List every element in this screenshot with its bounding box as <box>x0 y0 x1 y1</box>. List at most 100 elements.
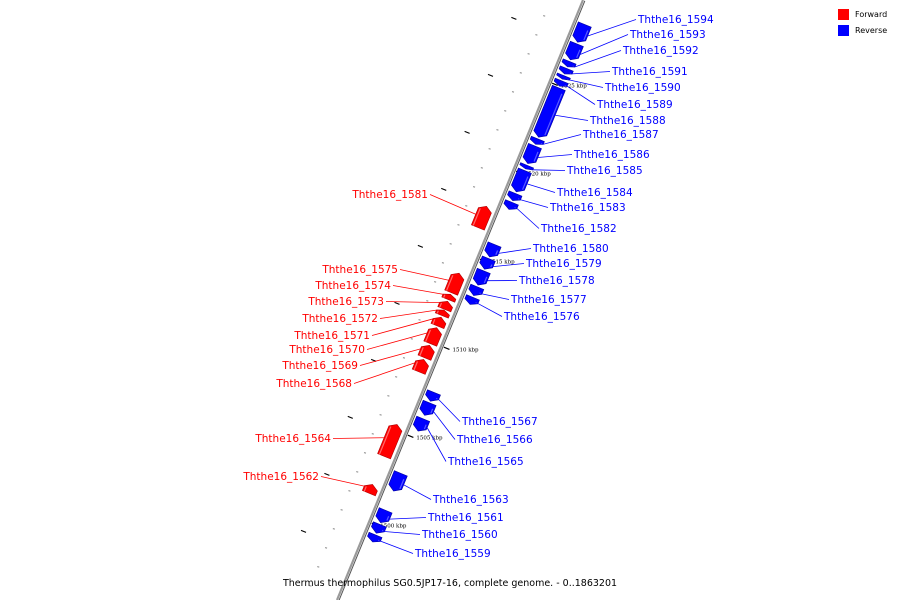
legend-reverse-label: Reverse <box>855 26 888 35</box>
background-dash <box>504 110 507 112</box>
gene-Ththe16_1559[interactable] <box>367 531 383 543</box>
background-dash <box>527 53 530 55</box>
background-dash <box>394 301 400 305</box>
gene-Ththe16_1567[interactable] <box>425 389 441 402</box>
leader-line <box>403 484 432 500</box>
gene-shade <box>521 176 529 190</box>
gene-label-Ththe16_1578: Ththe16_1578 <box>518 275 595 287</box>
gene-Ththe16_1565[interactable] <box>412 415 431 432</box>
gene-shade <box>576 49 581 58</box>
gene-label-Ththe16_1573: Ththe16_1573 <box>307 296 384 308</box>
gene-Ththe16_1564[interactable] <box>377 424 403 460</box>
gene-Ththe16_1579[interactable] <box>479 255 496 270</box>
gene-shade <box>490 264 493 268</box>
gene-Ththe16_1593[interactable] <box>565 40 584 61</box>
scale-tick <box>407 434 414 438</box>
gene-Ththe16_1577[interactable] <box>468 283 485 296</box>
background-dash <box>511 16 517 20</box>
gene-shade <box>495 250 499 256</box>
gene-Ththe16_1592[interactable] <box>561 58 577 68</box>
scale-tick-label: 1515 kbp <box>489 259 516 265</box>
gene-Ththe16_1566[interactable] <box>419 399 437 416</box>
gene-label-Ththe16_1563: Ththe16_1563 <box>432 494 509 506</box>
gene-label-Ththe16_1576: Ththe16_1576 <box>503 311 580 323</box>
gene-Ththe16_1561[interactable] <box>375 507 393 524</box>
background-dash <box>348 490 351 492</box>
gene-Ththe16_1583[interactable] <box>507 190 523 201</box>
leader-line <box>384 531 421 535</box>
background-dash <box>363 452 367 454</box>
scale-tick-label: 1525 kbp <box>561 83 588 89</box>
gene-Ththe16_1581[interactable] <box>471 205 492 231</box>
leader-line <box>320 476 365 487</box>
leader-line <box>543 134 582 145</box>
background-dash <box>433 281 437 283</box>
gene-label-Ththe16_1561: Ththe16_1561 <box>427 512 504 524</box>
gene-label-Ththe16_1559: Ththe16_1559 <box>414 548 491 560</box>
gene-label-Ththe16_1567: Ththe16_1567 <box>461 416 538 428</box>
gene-label-Ththe16_1594: Ththe16_1594 <box>637 14 714 26</box>
gene-label-Ththe16_1583: Ththe16_1583 <box>549 202 626 214</box>
gene-label-Ththe16_1590: Ththe16_1590 <box>604 82 681 94</box>
forward-swatch <box>838 9 849 20</box>
gene-Ththe16_1572[interactable] <box>434 309 450 319</box>
background-dash <box>480 167 483 169</box>
background-dash <box>426 300 429 302</box>
scale-tick-label: 1500 kbp <box>380 523 407 529</box>
gene-label-Ththe16_1560: Ththe16_1560 <box>421 529 498 541</box>
background-dash <box>324 472 330 476</box>
gene-label-Ththe16_1574: Ththe16_1574 <box>314 280 391 292</box>
gene-shade <box>483 276 488 284</box>
gene-label-Ththe16_1591: Ththe16_1591 <box>611 66 688 78</box>
gene-Ththe16_1570[interactable] <box>423 327 442 347</box>
leader-line <box>426 427 447 462</box>
gene-label-Ththe16_1575: Ththe16_1575 <box>321 264 398 276</box>
gene-Ththe16_1586[interactable] <box>522 143 542 164</box>
gene-Ththe16_1575[interactable] <box>444 272 465 296</box>
gene-Ththe16_1574[interactable] <box>441 293 457 303</box>
gene-label-Ththe16_1584: Ththe16_1584 <box>556 187 633 199</box>
gene-shade <box>386 516 390 521</box>
leader-line <box>498 248 532 254</box>
gene-Ththe16_1591[interactable] <box>558 65 574 75</box>
gene-Ththe16_1589[interactable] <box>553 77 569 87</box>
gene-Ththe16_1582[interactable] <box>503 199 519 210</box>
background-dash <box>457 224 460 226</box>
gene-Ththe16_1578[interactable] <box>472 267 491 286</box>
background-dash <box>410 338 413 340</box>
gene-shade <box>413 361 419 371</box>
gene-Ththe16_1563[interactable] <box>388 470 408 492</box>
leader-line <box>385 301 440 304</box>
scale-tick <box>551 82 558 86</box>
gene-labels: Ththe16_1559 Ththe16_1560 Ththe16_1561 Thth… <box>242 14 714 560</box>
gene-Ththe16_1594[interactable] <box>572 21 592 43</box>
gene-Ththe16_1576[interactable] <box>464 294 480 305</box>
background-dash <box>519 72 522 74</box>
gene-Ththe16_1588[interactable] <box>533 84 566 138</box>
gene-shade <box>436 310 439 314</box>
gene-label-Ththe16_1580: Ththe16_1580 <box>532 243 609 255</box>
gene-label-Ththe16_1570: Ththe16_1570 <box>288 344 365 356</box>
leader-line <box>574 50 622 68</box>
gene-features <box>362 21 592 543</box>
gene-Ththe16_1585[interactable] <box>519 162 534 171</box>
gene-shade <box>472 208 481 226</box>
legend-reverse: Reverse <box>838 25 887 36</box>
scale-tick-label: 1510 kbp <box>452 347 479 353</box>
scale-tick-label: 1505 kbp <box>416 435 443 441</box>
background-dash <box>317 566 320 568</box>
leader-line <box>526 183 556 193</box>
gene-label-Ththe16_1588: Ththe16_1588 <box>589 115 666 127</box>
axis-line <box>335 0 585 600</box>
gene-shade <box>378 426 392 455</box>
gene-shade <box>439 302 443 308</box>
gene-shade <box>419 347 424 356</box>
scale-tick-label: 1520 kbp <box>525 171 552 177</box>
gene-Ththe16_1587[interactable] <box>529 135 545 145</box>
gene-Ththe16_1580[interactable] <box>484 241 502 258</box>
gene-label-Ththe16_1565: Ththe16_1565 <box>447 456 524 468</box>
gene-label-Ththe16_1592: Ththe16_1592 <box>622 45 699 57</box>
legend-forward-label: Forward <box>855 10 888 19</box>
gene-Ththe16_1590[interactable] <box>556 72 571 81</box>
gene-Ththe16_1584[interactable] <box>511 167 532 193</box>
